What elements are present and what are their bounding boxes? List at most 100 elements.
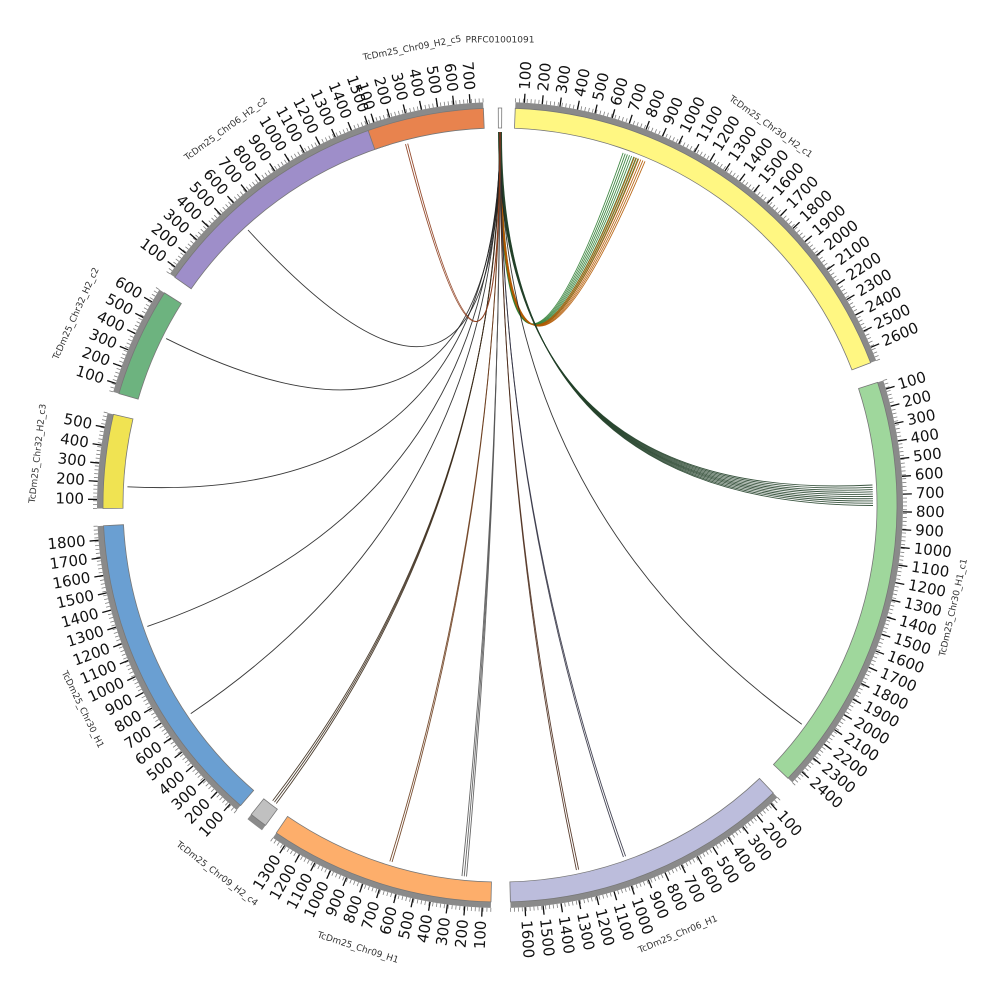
minor-tick (754, 189, 758, 193)
minor-tick (606, 893, 608, 898)
minor-tick (887, 615, 892, 618)
major-tick (143, 296, 153, 303)
tick-label: 700 (916, 483, 945, 502)
major-tick (88, 480, 98, 482)
major-tick (463, 906, 466, 916)
minor-tick (695, 856, 699, 861)
minor-tick (124, 660, 129, 664)
minor-tick (249, 184, 253, 188)
minor-tick (632, 120, 635, 125)
tick-label: 500 (395, 909, 419, 941)
minor-tick (439, 102, 442, 107)
tick-label: 400 (59, 430, 90, 452)
minor-tick (885, 386, 890, 389)
minor-tick (165, 735, 170, 739)
major-tick (347, 121, 352, 131)
major-tick (576, 100, 580, 110)
minor-tick (828, 269, 833, 273)
minor-tick (575, 900, 578, 905)
minor-tick (579, 899, 582, 904)
minor-tick (671, 869, 675, 874)
minor-tick (314, 142, 318, 147)
major-tick (269, 163, 276, 172)
minor-tick (175, 747, 179, 751)
minor-tick (110, 620, 115, 623)
major-tick (90, 461, 100, 464)
minor-tick (397, 110, 400, 115)
minor-tick (378, 889, 381, 894)
tick-label: 500 (423, 64, 445, 95)
major-tick (898, 564, 908, 568)
major-tick (97, 592, 107, 596)
minor-tick (821, 746, 826, 750)
major-tick (89, 539, 99, 542)
minor-tick (584, 107, 586, 112)
minor-tick (143, 699, 148, 702)
minor-tick (583, 899, 586, 904)
link-TcDm25_Chr30_H1-10-0 (147, 131, 501, 627)
minor-tick (116, 368, 121, 371)
minor-tick (682, 864, 685, 869)
minor-tick (353, 880, 356, 885)
tick-label: 100 (471, 920, 490, 949)
minor-tick (300, 856, 303, 860)
segment-band-TcDm25_Chr30_H1 (103, 524, 255, 807)
link-TcDm25_Chr09_H1-7-0 (391, 131, 501, 863)
major-tick (780, 208, 788, 217)
segment-band-TcDm25_Chr09_H2_c4 (250, 798, 278, 826)
minor-tick (230, 807, 235, 811)
minor-tick (877, 645, 882, 648)
minor-tick (280, 844, 283, 848)
major-tick (823, 743, 832, 751)
minor-tick (719, 163, 723, 168)
minor-tick (620, 889, 623, 894)
major-tick (881, 633, 891, 638)
minor-tick (614, 114, 617, 119)
minor-tick (428, 901, 430, 906)
major-tick (107, 626, 117, 631)
minor-tick (599, 110, 602, 115)
minor-tick (439, 903, 442, 908)
minor-tick (809, 244, 814, 248)
minor-tick (107, 613, 113, 616)
major-tick (163, 737, 172, 744)
minor-tick (855, 694, 860, 698)
minor-tick (892, 597, 897, 600)
minor-tick (640, 123, 643, 128)
minor-tick (675, 138, 679, 143)
minor-tick (179, 753, 184, 758)
minor-tick (719, 842, 723, 847)
major-tick (315, 136, 321, 145)
minor-tick (893, 416, 898, 419)
major-tick (801, 771, 810, 779)
minor-tick (569, 104, 571, 109)
minor-tick (646, 880, 649, 885)
minor-tick (280, 161, 284, 166)
major-tick (542, 905, 545, 915)
major-tick (112, 362, 122, 368)
minor-tick (219, 209, 223, 213)
minor-tick (898, 566, 903, 569)
minor-tick (621, 117, 624, 122)
minor-tick (173, 261, 177, 265)
tick-track-TcDm25_Chr30_H1_c1 (787, 380, 903, 783)
major-tick (863, 326, 872, 332)
minor-tick (353, 124, 356, 129)
minor-tick (759, 812, 763, 817)
minor-tick (835, 727, 840, 731)
major-tick (210, 791, 218, 799)
minor-tick (324, 137, 328, 142)
minor-tick (777, 210, 781, 214)
link-TcDm25_Chr30_H2_c1-1-5 (500, 132, 646, 327)
minor-tick (258, 177, 262, 181)
tick-label: 300 (57, 449, 87, 470)
minor-tick (283, 846, 287, 850)
minor-tick (760, 194, 764, 198)
minor-tick (851, 701, 856, 705)
minor-tick (849, 302, 854, 305)
minor-tick (587, 898, 589, 903)
minor-tick (143, 307, 148, 311)
segment-name-TcDm25_Chr09_H2_c5: TcDm25_Chr09_H2_c5 (361, 35, 462, 64)
minor-tick (686, 144, 689, 149)
